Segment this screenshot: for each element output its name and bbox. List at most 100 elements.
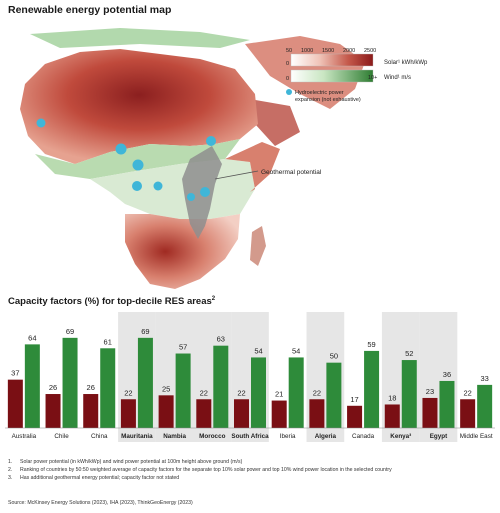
data-label: 25	[162, 384, 170, 393]
data-label: 69	[66, 327, 74, 336]
data-label: 33	[480, 374, 488, 383]
wind-bar	[24, 344, 40, 428]
geothermal-leader	[214, 170, 259, 180]
solar-bar	[422, 397, 438, 428]
solar-tick: 1000	[301, 48, 313, 54]
data-label: 23	[426, 387, 434, 396]
category-label: Middle East	[460, 433, 493, 440]
wind-bar	[100, 348, 116, 428]
footnote-1: 1. Solar power potential (in kWh/kWp) and…	[8, 459, 243, 465]
footnote-2: 2. Ranking of countries by 50:50 weighted…	[8, 467, 392, 473]
category-label: South Africa	[231, 433, 269, 440]
legend-wind: 0 10+ Wind¹ m/s	[286, 69, 411, 83]
europe-fringe	[30, 28, 250, 48]
hydro-dot	[187, 193, 195, 201]
data-label: 17	[350, 395, 358, 404]
africa-horn	[225, 142, 280, 192]
page-title: Renewable energy potential map	[8, 4, 172, 16]
data-label: 22	[200, 388, 208, 397]
wind-bar	[401, 360, 417, 428]
wind-bar	[477, 384, 493, 428]
data-label: 57	[179, 343, 187, 352]
solar-bar	[7, 379, 23, 428]
footnote-3: 3. Has additional geothermal energy poten…	[8, 475, 180, 481]
solar-bar	[347, 405, 363, 428]
legend-hydro: Hydroelectric power expansion (not exhau…	[286, 89, 361, 103]
category-label: Egypt	[430, 433, 448, 440]
hydro-label-2: expansion (not exhaustive)	[295, 97, 361, 103]
hydro-dot	[132, 159, 144, 171]
solar-bar	[384, 404, 400, 428]
solar-tick: 2000	[343, 48, 355, 54]
category-label: Canada	[352, 433, 375, 440]
data-label: 50	[330, 352, 338, 361]
category-label: Morocco	[199, 433, 225, 440]
solar-tick: 1500	[322, 48, 334, 54]
wind-bar	[288, 357, 304, 428]
data-label: 61	[104, 337, 112, 346]
solar-bar	[120, 399, 136, 428]
africa-sahel	[35, 139, 240, 179]
category-label: Nambia	[163, 433, 186, 440]
data-label: 69	[141, 327, 149, 336]
wind-gradient	[290, 69, 374, 83]
wind-bar	[175, 353, 191, 428]
renewable-map: Geothermal potential 50 1000 1500 2000 2…	[20, 28, 428, 289]
wind-bar	[137, 337, 153, 428]
data-label: 36	[443, 370, 451, 379]
footnotes: 1. Solar power potential (in kWh/kWp) and…	[8, 459, 496, 481]
data-label: 63	[217, 335, 225, 344]
wind-bar	[326, 362, 342, 428]
data-label: 37	[11, 369, 19, 378]
data-label: 26	[49, 383, 57, 392]
category-label: Algeria	[315, 433, 337, 440]
hydro-dot	[206, 136, 216, 146]
data-label: 54	[254, 346, 262, 355]
category-label: Australia	[12, 433, 37, 440]
hydro-dot	[153, 181, 163, 191]
hydro-dot	[132, 181, 142, 191]
arabia-fringe	[250, 99, 300, 146]
source-note: Source: McKinsey Energy Solutions (2023)…	[8, 500, 193, 506]
solar-bar	[158, 395, 174, 428]
madagascar	[250, 226, 266, 266]
solar-tick: 50	[286, 48, 292, 54]
data-label: 21	[275, 390, 283, 399]
legend-solar: 50 1000 1500 2000 2500 0 Solar¹ kWh/kWp	[286, 48, 428, 67]
data-label: 22	[124, 388, 132, 397]
category-label: Mauritania	[121, 433, 153, 440]
data-label: 54	[292, 346, 300, 355]
solar-label: Solar¹ kWh/kWp	[384, 60, 428, 66]
solar-bar	[196, 399, 212, 428]
wind-label: Wind¹ m/s	[384, 75, 411, 81]
category-label: Iberia	[280, 433, 296, 440]
wind-bar	[213, 345, 229, 428]
solar-bar	[271, 400, 287, 428]
capacity-factor-chart: 37 64 Australia 26 69 Chile 26 61 China 22 69 Mauri…	[5, 312, 495, 442]
wind-bar	[364, 350, 380, 428]
hydro-label-1: Hydroelectric power	[295, 90, 344, 96]
data-label: 18	[388, 393, 396, 402]
wind-bar	[439, 380, 455, 428]
solar-bar	[234, 399, 249, 428]
africa-south	[125, 214, 240, 289]
data-label: 64	[28, 333, 36, 342]
solar-bar	[309, 399, 325, 428]
wind-bar	[62, 337, 78, 428]
africa-north	[20, 49, 258, 164]
data-label: 52	[405, 349, 413, 358]
solar-zero: 0	[286, 61, 289, 67]
category-label: Chile	[54, 433, 69, 440]
geothermal-label: Geothermal potential	[261, 169, 322, 176]
hydro-dots	[36, 118, 216, 201]
solar-bar	[83, 394, 99, 428]
solar-tick: 2500	[364, 48, 376, 54]
solar-gradient	[290, 53, 374, 67]
solar-bar	[45, 394, 61, 428]
category-label: Kenya³	[390, 433, 411, 440]
wind-max: 10+	[368, 75, 377, 81]
chart-title: Capacity factors (%) for top-decile RES …	[8, 296, 216, 308]
data-label: 22	[313, 388, 321, 397]
data-label: 22	[237, 388, 245, 397]
wind-bar	[251, 357, 266, 428]
